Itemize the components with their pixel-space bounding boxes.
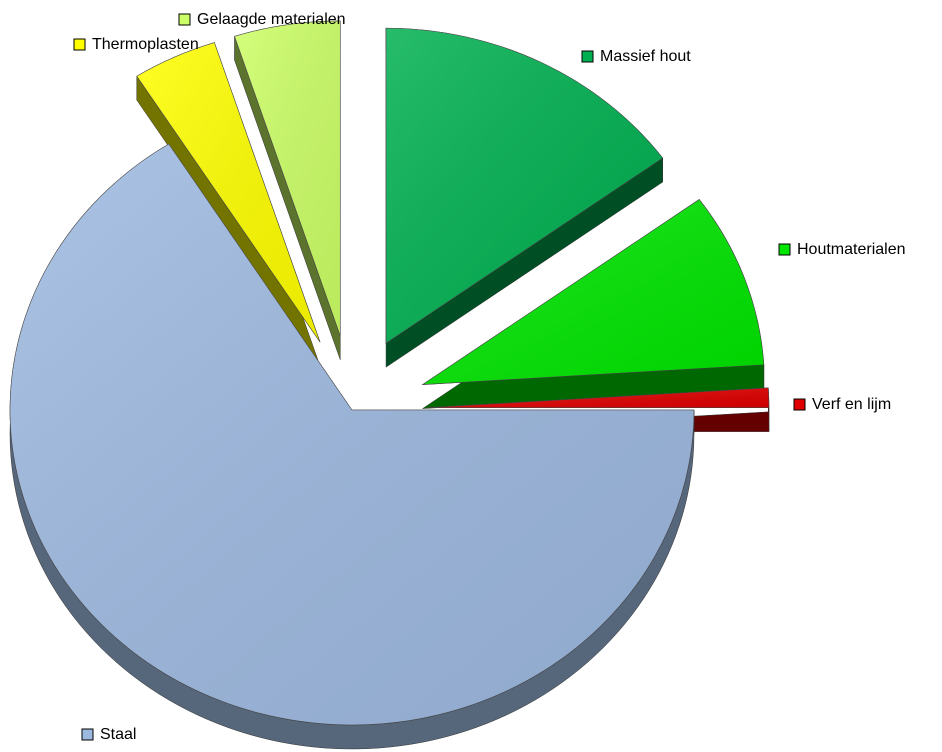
legend-label: Staal — [100, 726, 136, 743]
legend-label: Massief hout — [600, 48, 691, 65]
slice-shade — [10, 144, 695, 725]
legend-label: Verf en lijm — [812, 396, 891, 413]
slice-shade — [426, 387, 769, 408]
legend-swatch — [81, 728, 94, 741]
slice-shade — [422, 199, 764, 385]
legend-label: Houtmaterialen — [797, 241, 906, 258]
legend-label: Gelaagde materialen — [197, 11, 346, 28]
legend-swatch — [778, 243, 791, 256]
slice-shade — [234, 20, 341, 336]
slice-shade — [386, 28, 663, 344]
legend-swatch — [73, 38, 86, 51]
legend-swatch — [793, 398, 806, 411]
legend-swatch — [581, 50, 594, 63]
legend-label: Thermoplasten — [92, 36, 199, 53]
slice-shade — [136, 42, 321, 343]
legend-swatch — [178, 13, 191, 26]
